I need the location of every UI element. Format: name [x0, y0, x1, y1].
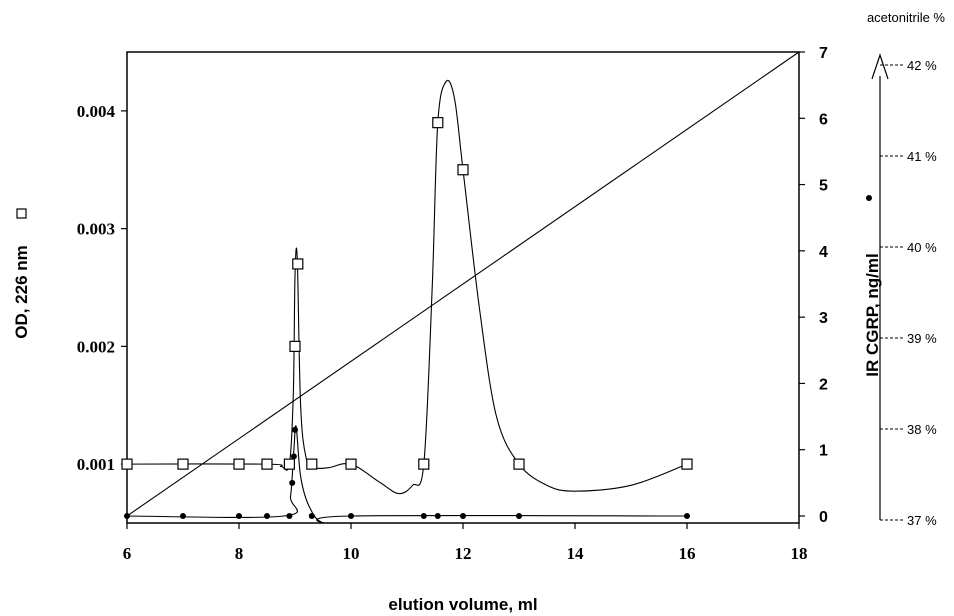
ir-data-point	[286, 513, 293, 519]
od-data-point	[432, 117, 444, 129]
od-data-point	[457, 164, 469, 176]
y-right-tick-label: 1	[819, 443, 828, 460]
x-tick-label: 16	[679, 544, 696, 563]
od-data-point	[681, 458, 693, 470]
ir-data-point	[264, 513, 270, 519]
ir-data-point	[460, 513, 466, 519]
y-left-tick-label: 0.004	[77, 102, 116, 121]
y-right-tick-label: 5	[819, 178, 828, 195]
acetonitrile-tick-label: 39 %	[907, 331, 937, 346]
ir-data-point	[684, 513, 690, 519]
od-legend-square-icon	[16, 208, 27, 219]
x-axis-ticks: 6 8 10 12 14 16 18	[123, 523, 808, 563]
ir-data-point	[434, 513, 441, 519]
od-data-point	[261, 458, 273, 470]
acetonitrile-tick-label: 37 %	[907, 513, 937, 528]
acetonitrile-tick-label: 38 %	[907, 422, 937, 437]
y-right-tick-label: 6	[819, 111, 828, 128]
od-data-point	[513, 458, 525, 470]
od-data-point	[283, 458, 295, 470]
ir-legend-dot-icon	[866, 195, 872, 201]
od-data-point	[306, 458, 318, 470]
y-left-tick-label: 0.002	[77, 337, 115, 356]
ir-data-point	[292, 426, 298, 433]
y-right-tick-label: 2	[819, 376, 828, 393]
x-tick-label: 10	[343, 544, 360, 563]
od-data-point	[292, 258, 304, 270]
x-tick-label: 14	[567, 544, 585, 563]
ir-data-point	[290, 453, 297, 460]
ir-data-point	[308, 513, 315, 519]
plot-area	[126, 51, 800, 524]
ir-data-point	[289, 479, 296, 486]
y-left-tick-label: 0.003	[77, 220, 115, 239]
ir-data-point	[348, 513, 354, 519]
y-right-axis-ticks: 0 1 2 3 4 5 6 7	[799, 45, 828, 526]
od-data-point	[177, 458, 189, 470]
y-right-tick-label: 4	[819, 244, 828, 261]
y-right-tick-label: 0	[819, 509, 828, 526]
y-left-tick-label: 0.001	[77, 455, 115, 474]
series-markers	[121, 117, 693, 519]
ir-data-point	[180, 513, 186, 519]
od-data-point	[121, 458, 133, 470]
acetonitrile-label: acetonitrile %	[867, 10, 945, 25]
ir-data-point	[516, 513, 522, 519]
x-tick-label: 6	[123, 544, 132, 563]
ir-data-point	[420, 513, 427, 519]
ir-data-point	[236, 513, 242, 519]
series-line-1	[126, 425, 688, 524]
x-tick-label: 12	[455, 544, 472, 563]
acetonitrile-ticks: 37 % 38 % 39 % 40 % 41 % 42 %	[880, 58, 937, 528]
x-tick-label: 18	[791, 544, 808, 563]
od-data-point	[289, 340, 301, 352]
x-axis-title: elution volume, ml	[388, 595, 537, 614]
y-right-tick-label: 7	[819, 45, 828, 62]
od-data-point	[345, 458, 357, 470]
acetonitrile-tick-label: 40 %	[907, 240, 937, 255]
acetonitrile-axis: 37 % 38 % 39 % 40 % 41 % 42 % acetonitrile %	[867, 10, 945, 528]
acetonitrile-tick-label: 41 %	[907, 149, 937, 164]
series-line-2	[126, 51, 800, 517]
x-tick-label: 8	[235, 544, 244, 563]
acetonitrile-arrow-icon	[871, 53, 889, 80]
y-right-axis-title: IR CGRP, ng/ml	[863, 253, 882, 376]
acetonitrile-tick-label: 42 %	[907, 58, 937, 73]
y-left-axis-title: OD, 226 nm	[12, 245, 31, 339]
y-right-tick-label: 3	[819, 310, 828, 327]
y-left-axis-ticks: 0.001 0.002 0.003 0.004	[77, 102, 127, 474]
ir-data-point	[124, 513, 130, 519]
od-data-point	[233, 458, 245, 470]
od-data-point	[418, 458, 430, 470]
